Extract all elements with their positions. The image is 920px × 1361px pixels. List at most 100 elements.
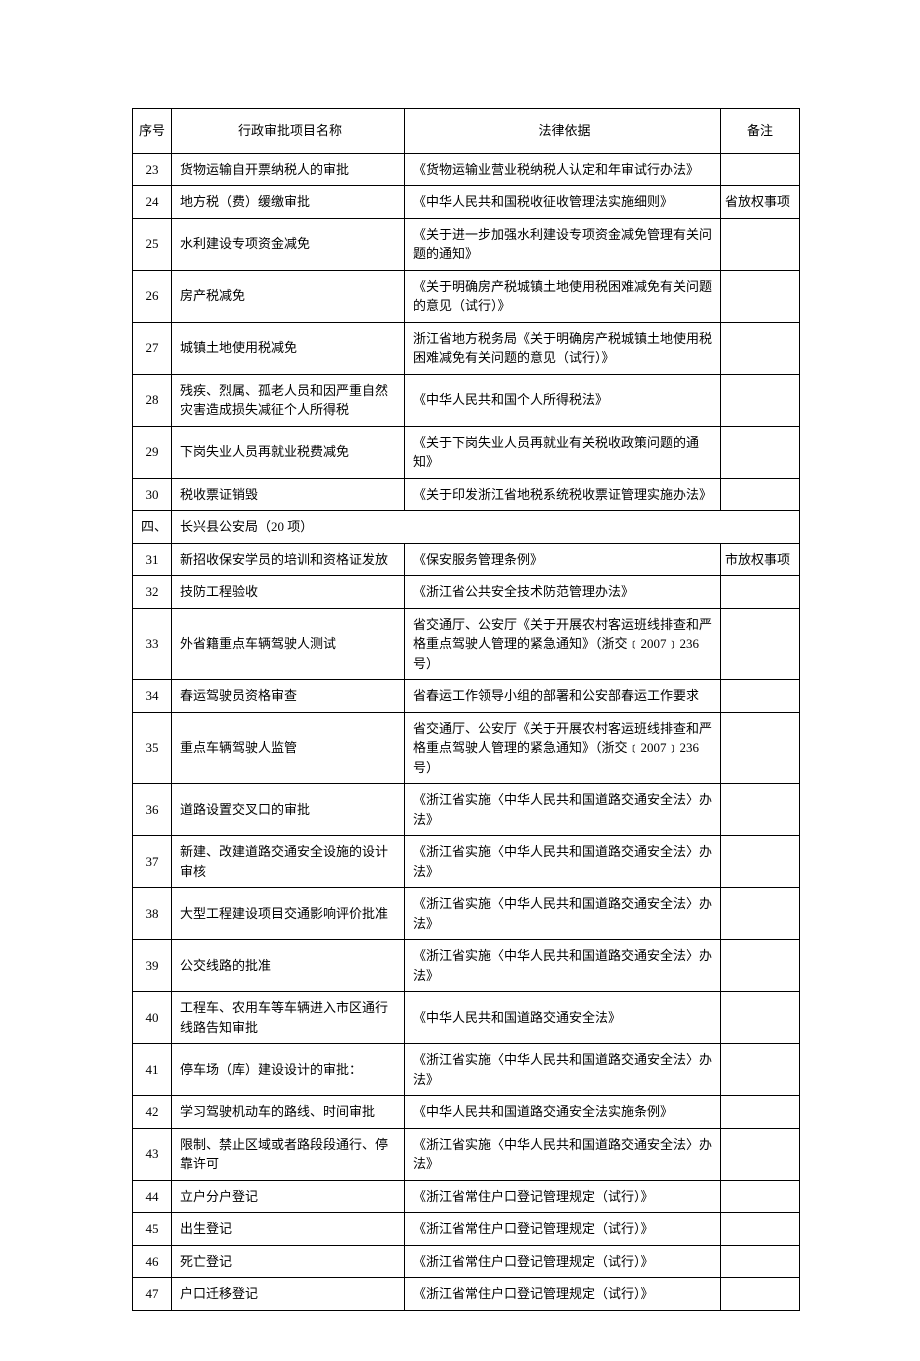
cell-name: 工程车、农用车等车辆进入市区通行线路告知审批	[172, 992, 405, 1044]
table-row: 30税收票证销毁《关于印发浙江省地税系统税收票证管理实施办法》	[133, 478, 800, 511]
table-row: 28残疾、烈属、孤老人员和因严重自然灾害造成损失减征个人所得税《中华人民共和国个…	[133, 374, 800, 426]
cell-basis: 省交通厅、公安厅《关于开展农村客运班线排查和严格重点驾驶人管理的紧急通知》（浙交…	[405, 712, 721, 784]
cell-note	[721, 836, 800, 888]
cell-seq: 33	[133, 608, 172, 680]
cell-seq: 34	[133, 680, 172, 713]
cell-seq: 28	[133, 374, 172, 426]
cell-name: 立户分户登记	[172, 1180, 405, 1213]
cell-seq: 26	[133, 270, 172, 322]
section-row: 四、长兴县公安局（20 项）	[133, 511, 800, 544]
cell-note	[721, 426, 800, 478]
table-row: 27城镇土地使用税减免浙江省地方税务局《关于明确房产税城镇土地使用税困难减免有关…	[133, 322, 800, 374]
cell-note	[721, 1245, 800, 1278]
cell-basis: 《浙江省实施〈中华人民共和国道路交通安全法〉办法》	[405, 836, 721, 888]
cell-note	[721, 888, 800, 940]
table-row: 23货物运输自开票纳税人的审批《货物运输业营业税纳税人认定和年审试行办法》	[133, 153, 800, 186]
cell-note	[721, 784, 800, 836]
cell-seq: 44	[133, 1180, 172, 1213]
cell-note	[721, 478, 800, 511]
cell-basis: 《浙江省常住户口登记管理规定（试行）》	[405, 1245, 721, 1278]
cell-basis: 《浙江省常住户口登记管理规定（试行）》	[405, 1278, 721, 1311]
cell-note	[721, 992, 800, 1044]
cell-seq: 35	[133, 712, 172, 784]
table-row: 25水利建设专项资金减免《关于进一步加强水利建设专项资金减免管理有关问题的通知》	[133, 218, 800, 270]
cell-seq: 32	[133, 576, 172, 609]
cell-name: 限制、禁止区域或者路段段通行、停靠许可	[172, 1128, 405, 1180]
table-row: 32技防工程验收《浙江省公共安全技术防范管理办法》	[133, 576, 800, 609]
header-note: 备注	[721, 109, 800, 154]
cell-basis: 《浙江省实施〈中华人民共和国道路交通安全法〉办法》	[405, 1128, 721, 1180]
header-basis: 法律依据	[405, 109, 721, 154]
cell-seq: 27	[133, 322, 172, 374]
cell-name: 户口迁移登记	[172, 1278, 405, 1311]
cell-seq: 39	[133, 940, 172, 992]
cell-note	[721, 680, 800, 713]
cell-note	[721, 940, 800, 992]
cell-seq: 41	[133, 1044, 172, 1096]
table-row: 31新招收保安学员的培训和资格证发放《保安服务管理条例》市放权事项	[133, 543, 800, 576]
cell-name: 公交线路的批准	[172, 940, 405, 992]
cell-note	[721, 270, 800, 322]
cell-basis: 《中华人民共和国道路交通安全法》	[405, 992, 721, 1044]
table-row: 44立户分户登记《浙江省常住户口登记管理规定（试行）》	[133, 1180, 800, 1213]
cell-seq: 23	[133, 153, 172, 186]
cell-basis: 《中华人民共和国税收征收管理法实施细则》	[405, 186, 721, 219]
cell-name: 新建、改建道路交通安全设施的设计审核	[172, 836, 405, 888]
cell-basis: 《浙江省实施〈中华人民共和国道路交通安全法〉办法》	[405, 1044, 721, 1096]
cell-note	[721, 1180, 800, 1213]
header-name: 行政审批项目名称	[172, 109, 405, 154]
cell-name: 地方税（费）缓缴审批	[172, 186, 405, 219]
cell-note	[721, 1096, 800, 1129]
table-row: 35重点车辆驾驶人监管省交通厅、公安厅《关于开展农村客运班线排查和严格重点驾驶人…	[133, 712, 800, 784]
cell-name: 新招收保安学员的培训和资格证发放	[172, 543, 405, 576]
cell-note: 市放权事项	[721, 543, 800, 576]
table-row: 26房产税减免《关于明确房产税城镇土地使用税困难减免有关问题的意见（试行）》	[133, 270, 800, 322]
document-page: 序号行政审批项目名称法律依据备注23货物运输自开票纳税人的审批《货物运输业营业税…	[0, 0, 920, 1361]
table-row: 41停车场（库）建设设计的审批：《浙江省实施〈中华人民共和国道路交通安全法〉办法…	[133, 1044, 800, 1096]
cell-seq: 36	[133, 784, 172, 836]
cell-basis: 《浙江省实施〈中华人民共和国道路交通安全法〉办法》	[405, 784, 721, 836]
cell-basis: 《关于进一步加强水利建设专项资金减免管理有关问题的通知》	[405, 218, 721, 270]
cell-name: 学习驾驶机动车的路线、时间审批	[172, 1096, 405, 1129]
cell-basis: 《货物运输业营业税纳税人认定和年审试行办法》	[405, 153, 721, 186]
cell-basis: 《关于印发浙江省地税系统税收票证管理实施办法》	[405, 478, 721, 511]
cell-seq: 40	[133, 992, 172, 1044]
cell-basis: 《关于明确房产税城镇土地使用税困难减免有关问题的意见（试行）》	[405, 270, 721, 322]
cell-note	[721, 1044, 800, 1096]
cell-name: 大型工程建设项目交通影响评价批准	[172, 888, 405, 940]
cell-note	[721, 1128, 800, 1180]
cell-seq: 45	[133, 1213, 172, 1246]
cell-name: 下岗失业人员再就业税费减免	[172, 426, 405, 478]
cell-seq: 43	[133, 1128, 172, 1180]
cell-note	[721, 576, 800, 609]
header-seq: 序号	[133, 109, 172, 154]
cell-basis: 《浙江省实施〈中华人民共和国道路交通安全法〉办法》	[405, 940, 721, 992]
cell-name: 重点车辆驾驶人监管	[172, 712, 405, 784]
cell-note	[721, 608, 800, 680]
cell-name: 房产税减免	[172, 270, 405, 322]
section-seq: 四、	[133, 511, 172, 544]
table-row: 45出生登记《浙江省常住户口登记管理规定（试行）》	[133, 1213, 800, 1246]
cell-seq: 46	[133, 1245, 172, 1278]
cell-note	[721, 218, 800, 270]
cell-basis: 《浙江省常住户口登记管理规定（试行）》	[405, 1213, 721, 1246]
cell-basis: 《浙江省公共安全技术防范管理办法》	[405, 576, 721, 609]
cell-basis: 浙江省地方税务局《关于明确房产税城镇土地使用税困难减免有关问题的意见（试行）》	[405, 322, 721, 374]
cell-basis: 《保安服务管理条例》	[405, 543, 721, 576]
cell-note	[721, 322, 800, 374]
table-row: 34春运驾驶员资格审查省春运工作领导小组的部署和公安部春运工作要求	[133, 680, 800, 713]
table-row: 24地方税（费）缓缴审批《中华人民共和国税收征收管理法实施细则》省放权事项	[133, 186, 800, 219]
table-row: 40工程车、农用车等车辆进入市区通行线路告知审批《中华人民共和国道路交通安全法》	[133, 992, 800, 1044]
cell-basis: 省交通厅、公安厅《关于开展农村客运班线排查和严格重点驾驶人管理的紧急通知》（浙交…	[405, 608, 721, 680]
cell-basis: 《浙江省常住户口登记管理规定（试行）》	[405, 1180, 721, 1213]
cell-note	[721, 153, 800, 186]
cell-seq: 38	[133, 888, 172, 940]
cell-name: 货物运输自开票纳税人的审批	[172, 153, 405, 186]
cell-seq: 29	[133, 426, 172, 478]
cell-note	[721, 1278, 800, 1311]
approval-items-table: 序号行政审批项目名称法律依据备注23货物运输自开票纳税人的审批《货物运输业营业税…	[132, 108, 800, 1311]
table-row: 33外省籍重点车辆驾驶人测试省交通厅、公安厅《关于开展农村客运班线排查和严格重点…	[133, 608, 800, 680]
cell-note	[721, 374, 800, 426]
cell-note	[721, 1213, 800, 1246]
table-row: 43限制、禁止区域或者路段段通行、停靠许可《浙江省实施〈中华人民共和国道路交通安…	[133, 1128, 800, 1180]
